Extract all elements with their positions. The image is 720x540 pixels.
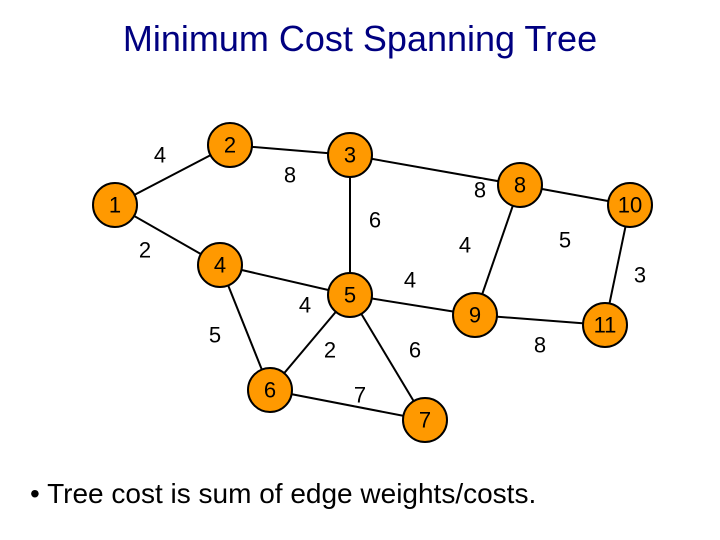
edge-weight-2-3: 8 <box>284 163 296 188</box>
edge-weight-10-11: 3 <box>634 263 646 288</box>
graph-container: 4422886644552277664488445533881234567891… <box>60 110 660 450</box>
edge-weight-8-10: 5 <box>559 228 571 253</box>
slide-title: Minimum Cost Spanning Tree <box>0 18 720 60</box>
node-label-7: 7 <box>419 408 431 433</box>
bullet-text: • Tree cost is sum of edge weights/costs… <box>30 478 536 510</box>
node-label-8: 8 <box>514 173 526 198</box>
slide: Minimum Cost Spanning Tree 4422886644552… <box>0 0 720 540</box>
edge-3-8 <box>350 155 520 185</box>
edge-weight-6-7: 7 <box>354 383 366 408</box>
edge-weight-4-6: 5 <box>209 323 221 348</box>
node-label-2: 2 <box>224 133 236 158</box>
edge-weight-5-9: 4 <box>404 268 416 293</box>
node-label-6: 6 <box>264 378 276 403</box>
edge-weight-5-7: 6 <box>409 338 421 363</box>
edge-weight-9-11: 8 <box>534 333 546 358</box>
edge-weight-4-5: 4 <box>299 293 311 318</box>
node-label-9: 9 <box>469 303 481 328</box>
node-label-10: 10 <box>618 193 642 218</box>
node-label-5: 5 <box>344 283 356 308</box>
graph-svg: 4422886644552277664488445533881234567891… <box>60 110 660 450</box>
edge-weight-1-2: 4 <box>154 143 166 168</box>
edge-weight-3-5: 6 <box>369 208 381 233</box>
node-label-11: 11 <box>594 313 617 338</box>
edge-weight-1-4: 2 <box>139 238 151 263</box>
edge-weight-3-8: 8 <box>474 178 486 203</box>
edge-weight-5-6: 2 <box>324 338 336 363</box>
edge-6-7 <box>270 390 425 420</box>
node-label-3: 3 <box>344 143 356 168</box>
node-label-4: 4 <box>214 253 226 278</box>
node-label-1: 1 <box>109 193 121 218</box>
edge-weight-8-9: 4 <box>459 233 471 258</box>
